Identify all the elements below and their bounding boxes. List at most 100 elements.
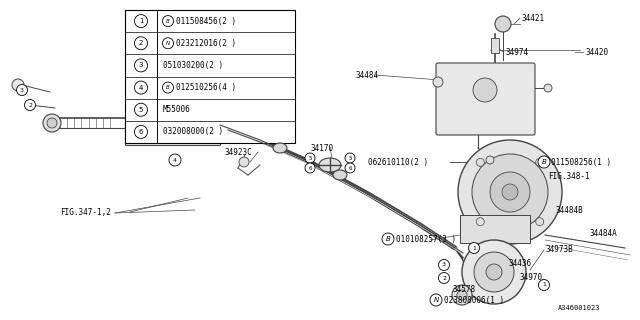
Circle shape [486,264,502,280]
Circle shape [544,84,552,92]
Circle shape [163,16,173,27]
Text: 34970: 34970 [520,273,543,282]
Circle shape [476,158,484,166]
Circle shape [17,84,28,95]
Text: 34421: 34421 [522,13,545,22]
Circle shape [134,15,147,28]
Bar [125,10,295,143]
Text: 011508456(2 ): 011508456(2 ) [176,17,236,26]
Ellipse shape [333,170,347,180]
Text: A346001023: A346001023 [558,305,600,311]
Circle shape [134,59,147,72]
Circle shape [486,156,494,164]
Text: 34484B: 34484B [556,205,584,214]
Circle shape [495,16,511,32]
Text: 3: 3 [442,262,446,268]
Circle shape [47,118,57,128]
Text: 34973B: 34973B [546,244,573,253]
Text: 011508256(1 ): 011508256(1 ) [551,157,611,166]
Circle shape [134,103,147,116]
Circle shape [468,243,479,253]
Text: 032008000(2 ): 032008000(2 ) [163,127,223,136]
Text: B: B [166,19,170,24]
Circle shape [24,100,35,110]
Text: B: B [166,85,170,90]
Circle shape [345,163,355,173]
Text: M55006: M55006 [163,105,191,114]
Text: 34420: 34420 [585,47,608,57]
Text: B: B [386,236,390,242]
Circle shape [452,285,472,305]
Circle shape [169,154,181,166]
Circle shape [12,79,24,91]
Circle shape [538,156,550,168]
Circle shape [536,218,544,226]
Text: 1: 1 [472,245,476,251]
Text: 34974: 34974 [505,47,528,57]
Circle shape [472,154,548,230]
Text: 1: 1 [542,283,546,287]
Text: N: N [433,297,438,303]
Circle shape [163,38,173,49]
Text: 4: 4 [139,84,143,91]
Text: B: B [541,159,547,165]
Text: 3: 3 [20,87,24,92]
Text: 010108257(3 ): 010108257(3 ) [396,235,456,244]
Circle shape [462,240,526,304]
Circle shape [474,252,514,292]
Text: 062610110(2 ): 062610110(2 ) [368,157,428,166]
Text: 2: 2 [442,276,446,281]
Text: 1: 1 [139,18,143,24]
Circle shape [305,153,315,163]
Text: 4: 4 [173,157,177,163]
Text: 023808006(1 ): 023808006(1 ) [444,295,504,305]
Text: 5: 5 [139,107,143,113]
Text: 012510256(4 ): 012510256(4 ) [176,83,236,92]
Text: 023212016(2 ): 023212016(2 ) [176,39,236,48]
Ellipse shape [273,143,287,153]
Text: 2: 2 [139,40,143,46]
Text: 3: 3 [139,62,143,68]
Text: 34484A: 34484A [590,228,618,237]
Circle shape [476,218,484,226]
Text: 34578: 34578 [452,285,475,294]
Circle shape [433,77,443,87]
Text: 051030200(2 ): 051030200(2 ) [163,61,223,70]
Circle shape [163,82,173,93]
Circle shape [43,114,61,132]
FancyBboxPatch shape [436,63,535,135]
Circle shape [239,157,249,167]
Circle shape [438,260,449,270]
Text: FIG.348-1: FIG.348-1 [548,172,589,180]
FancyBboxPatch shape [460,215,530,243]
Text: 34436: 34436 [508,259,531,268]
Circle shape [473,78,497,102]
FancyBboxPatch shape [125,110,220,145]
Circle shape [134,81,147,94]
Ellipse shape [319,158,341,172]
Text: FIG.347-1,2: FIG.347-1,2 [60,207,111,217]
Circle shape [457,290,467,300]
Circle shape [134,125,147,139]
Circle shape [502,184,518,200]
Text: 6: 6 [139,129,143,135]
Text: 5: 5 [308,156,312,161]
Circle shape [536,158,544,166]
Circle shape [458,140,562,244]
Bar [491,38,499,53]
Circle shape [382,233,394,245]
Circle shape [345,153,355,163]
Circle shape [305,163,315,173]
Text: 5: 5 [348,156,352,161]
Text: 6: 6 [308,165,312,171]
Text: N: N [166,41,170,46]
Text: 6: 6 [348,165,352,171]
Circle shape [134,37,147,50]
Circle shape [430,294,442,306]
Circle shape [438,273,449,284]
Circle shape [538,279,550,291]
Text: 34923C: 34923C [224,148,252,156]
Text: 34484: 34484 [355,70,378,79]
Text: 2: 2 [28,102,32,108]
Circle shape [490,172,530,212]
